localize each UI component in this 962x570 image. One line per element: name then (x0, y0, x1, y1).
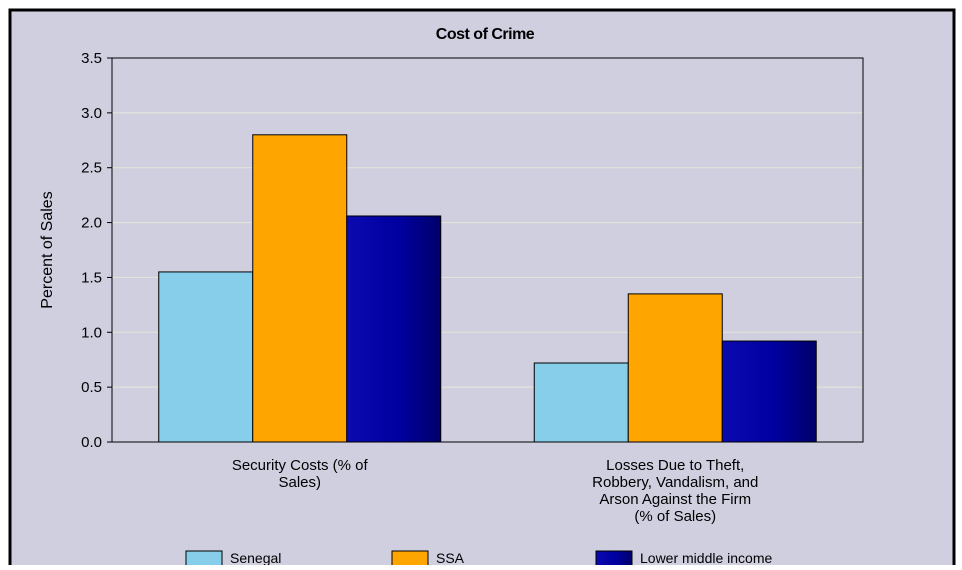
y-tick-label: 3.5 (81, 50, 102, 67)
y-axis-ticks: 0.0 0.5 1.0 1.5 2.0 2.5 3.0 3.5 (81, 50, 112, 451)
legend-swatch (391, 550, 429, 568)
x-category-label: Security Costs (% of Sales) (232, 457, 369, 491)
plot-frame (111, 57, 864, 443)
y-axis-label: Percent of Sales (39, 191, 56, 308)
legend-label: Lower middle income (640, 550, 772, 565)
legend-swatch (595, 550, 633, 568)
y-tick-label: 1.0 (81, 324, 102, 341)
bar-ssa-1 (627, 293, 723, 443)
y-tick-label: 1.5 (81, 269, 102, 286)
bar-ssa-0 (252, 134, 348, 443)
chart-title: Cost of Crime (436, 26, 535, 43)
chart-background (8, 8, 956, 570)
y-tick-label: 2.0 (81, 215, 102, 232)
bars (158, 134, 817, 443)
bar-lower-middle-income-0 (346, 215, 442, 443)
x-axis-labels: Security Costs (% of Sales) Losses Due to … (232, 457, 759, 525)
x-category-label: Losses Due to Theft, Robbery, Vandalism, … (592, 457, 758, 525)
y-tick-label: 0.0 (81, 434, 102, 451)
legend-swatch (185, 550, 223, 568)
y-tick-label: 2.5 (81, 160, 102, 177)
bar-senegal-1 (533, 362, 629, 443)
y-tick-label: 3.0 (81, 105, 102, 122)
legend: Senegal SSA Lower middle income (185, 550, 772, 568)
bar-senegal-0 (158, 271, 254, 443)
y-tick-label: 0.5 (81, 379, 102, 396)
legend-label: SSA (436, 550, 465, 565)
bar-lower-middle-income-1 (721, 340, 817, 443)
legend-label: Senegal (230, 550, 281, 565)
